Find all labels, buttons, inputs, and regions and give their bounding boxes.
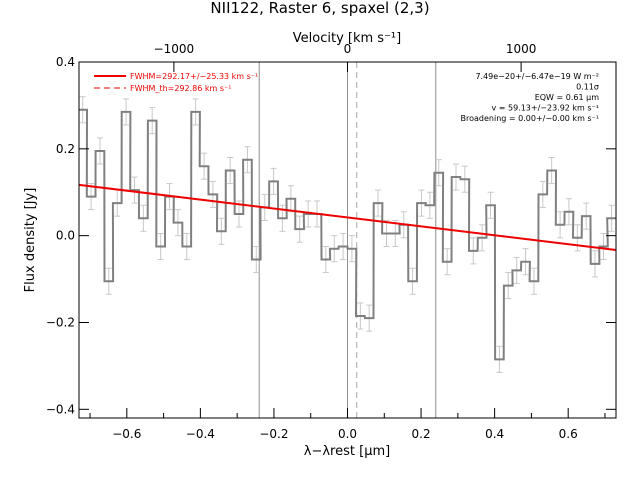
- fit-annotation-2: EQW = 0.61 μm: [535, 93, 599, 102]
- fit-annotation-3: v = 59.13+/−23.92 km s⁻¹: [491, 104, 599, 113]
- y-tick-label-4: 0.4: [56, 55, 75, 69]
- chart-title: NII122, Raster 6, spaxel (2,3): [210, 0, 429, 17]
- axis-ticks: −0.6 −0.4 −0.2 0.0 0.2 0.4 0.6 −0.4 −0.2 0.0 0.2 0.…: [46, 42, 616, 441]
- fit-annotation-0: 7.49e−20+/−6.47e−19 W m⁻²: [475, 72, 599, 81]
- x-tick-label-4: 0.2: [412, 427, 431, 441]
- x-tick-label-3: 0.0: [338, 427, 357, 441]
- y-tick-label-1: −0.2: [46, 315, 75, 329]
- fit-line: [78, 183, 617, 251]
- legend-label-fit: FWHM=292.17+/−25.33 km s⁻¹: [130, 72, 258, 81]
- y-tick-label-0: −0.4: [46, 402, 75, 416]
- top-x-axis-label: Velocity [km s⁻¹]: [293, 31, 401, 46]
- y-tick-label-3: 0.2: [56, 142, 75, 156]
- legend: FWHM=292.17+/−25.33 km s⁻¹ FWHM_th=292.86…: [94, 72, 258, 93]
- fit-annotation-4: Broadening = 0.00+/−0.00 km s⁻¹: [461, 114, 599, 123]
- x-tick-label-2: −0.2: [259, 427, 288, 441]
- legend-label-theory: FWHM_th=292.86 km s⁻¹: [130, 84, 231, 93]
- x-tick-label-0: −0.6: [112, 427, 141, 441]
- top-tick-label-2: 1000: [506, 42, 537, 56]
- x-tick-label-6: 0.6: [559, 427, 578, 441]
- x-axis-label: λ−λrest [μm]: [304, 444, 390, 459]
- x-tick-label-5: 0.4: [485, 427, 504, 441]
- fit-annotation-1: 0.11σ: [576, 83, 599, 92]
- fit-line-series: [78, 183, 617, 251]
- top-tick-label-0: −1000: [154, 42, 195, 56]
- top-tick-label-1: 0: [344, 42, 352, 56]
- y-tick-label-2: 0.0: [56, 229, 75, 243]
- vertical-markers: [258, 62, 437, 418]
- y-axis-label: Flux density [Jy]: [23, 188, 38, 293]
- x-tick-label-1: −0.4: [186, 427, 215, 441]
